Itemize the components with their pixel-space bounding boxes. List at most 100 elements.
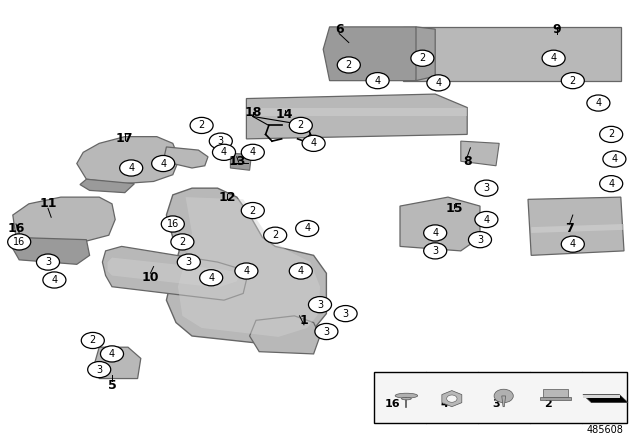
Text: 4: 4	[483, 215, 490, 224]
Circle shape	[190, 117, 213, 134]
Circle shape	[600, 126, 623, 142]
Circle shape	[337, 57, 360, 73]
Polygon shape	[80, 179, 134, 193]
Text: 15: 15	[445, 202, 463, 215]
Circle shape	[241, 202, 264, 219]
FancyBboxPatch shape	[374, 372, 627, 423]
Circle shape	[475, 180, 498, 196]
Polygon shape	[528, 197, 624, 255]
Text: 3: 3	[492, 399, 500, 409]
Text: 16: 16	[7, 222, 25, 235]
Polygon shape	[400, 197, 480, 251]
Circle shape	[152, 155, 175, 172]
Circle shape	[36, 254, 60, 270]
Text: 4: 4	[304, 224, 310, 233]
Circle shape	[561, 73, 584, 89]
Text: 4: 4	[608, 179, 614, 189]
Text: 4: 4	[595, 98, 602, 108]
Circle shape	[200, 270, 223, 286]
Text: 4: 4	[550, 53, 557, 63]
Text: 4: 4	[374, 76, 381, 86]
Circle shape	[161, 216, 184, 232]
Text: 16: 16	[166, 219, 179, 229]
Text: 4: 4	[310, 138, 317, 148]
Text: 3: 3	[323, 327, 330, 336]
Polygon shape	[108, 258, 240, 288]
Text: 4: 4	[51, 275, 58, 285]
Circle shape	[43, 272, 66, 288]
Circle shape	[587, 95, 610, 111]
Polygon shape	[403, 27, 621, 81]
Circle shape	[289, 117, 312, 134]
Text: 2: 2	[179, 237, 186, 247]
Circle shape	[561, 236, 584, 252]
Polygon shape	[230, 153, 252, 170]
Polygon shape	[102, 246, 246, 300]
Polygon shape	[442, 391, 462, 407]
Text: 2: 2	[272, 230, 278, 240]
Text: 2: 2	[250, 206, 256, 215]
Text: 2: 2	[90, 336, 96, 345]
Text: 485608: 485608	[586, 425, 623, 435]
Polygon shape	[416, 27, 435, 81]
Circle shape	[447, 395, 457, 402]
Polygon shape	[13, 237, 90, 264]
Circle shape	[100, 346, 124, 362]
Circle shape	[235, 263, 258, 279]
Text: 4: 4	[435, 78, 442, 88]
Circle shape	[411, 50, 434, 66]
Text: 2: 2	[419, 53, 426, 63]
Text: 4: 4	[109, 349, 115, 359]
Text: 4: 4	[440, 399, 448, 409]
Ellipse shape	[401, 397, 412, 400]
Circle shape	[308, 297, 332, 313]
Text: 2: 2	[298, 121, 304, 130]
Circle shape	[289, 263, 312, 279]
Polygon shape	[77, 137, 179, 184]
Text: 2: 2	[608, 129, 614, 139]
Text: 4: 4	[298, 266, 304, 276]
Text: 9: 9	[552, 22, 561, 36]
Circle shape	[296, 220, 319, 237]
Polygon shape	[502, 396, 506, 407]
Polygon shape	[250, 316, 320, 354]
Text: 6: 6	[335, 22, 344, 36]
Circle shape	[366, 73, 389, 89]
Text: 3: 3	[483, 183, 490, 193]
Text: 3: 3	[432, 246, 438, 256]
Circle shape	[88, 362, 111, 378]
Text: 18: 18	[244, 105, 262, 119]
Polygon shape	[246, 94, 467, 139]
Circle shape	[171, 234, 194, 250]
Text: 17: 17	[116, 132, 134, 146]
Text: 2: 2	[346, 60, 352, 70]
Polygon shape	[166, 188, 326, 345]
Text: 11: 11	[39, 197, 57, 211]
Circle shape	[177, 254, 200, 270]
Circle shape	[424, 243, 447, 259]
Circle shape	[494, 389, 513, 403]
Text: 2: 2	[570, 76, 576, 86]
Text: 1: 1	[300, 314, 308, 327]
Text: 4: 4	[208, 273, 214, 283]
Text: 4: 4	[250, 147, 256, 157]
Circle shape	[424, 225, 447, 241]
Polygon shape	[323, 27, 422, 81]
Text: 10: 10	[141, 271, 159, 284]
Circle shape	[603, 151, 626, 167]
Text: 4: 4	[432, 228, 438, 238]
Text: 3: 3	[218, 136, 224, 146]
Polygon shape	[13, 197, 115, 242]
Circle shape	[212, 144, 236, 160]
Circle shape	[81, 332, 104, 349]
Circle shape	[427, 75, 450, 91]
Circle shape	[315, 323, 338, 340]
Text: 8: 8	[463, 155, 472, 168]
Circle shape	[542, 50, 565, 66]
Circle shape	[241, 144, 264, 160]
Text: 14: 14	[276, 108, 294, 121]
Polygon shape	[246, 108, 467, 116]
Text: 16: 16	[13, 237, 26, 247]
Text: 4: 4	[243, 266, 250, 276]
Polygon shape	[583, 395, 628, 403]
